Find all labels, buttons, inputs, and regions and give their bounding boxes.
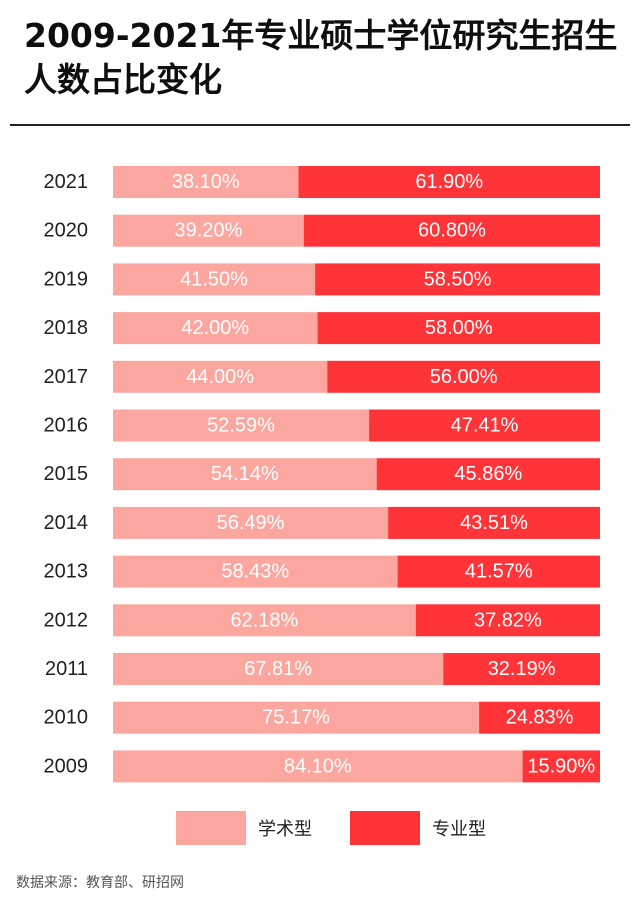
data-label-professional: 58.50% [424, 268, 492, 290]
data-label-academic: 41.50% [180, 268, 248, 290]
data-label-academic: 58.43% [221, 561, 289, 583]
title-divider [10, 124, 630, 126]
data-label-academic: 56.49% [217, 512, 285, 534]
data-label-academic: 39.20% [175, 220, 243, 242]
data-label-professional: 24.83% [506, 707, 574, 729]
data-label-professional: 41.57% [465, 561, 533, 583]
data-label-professional: 32.19% [488, 658, 556, 680]
y-tick-label: 2012 [44, 609, 89, 631]
data-label-professional: 61.90% [415, 171, 483, 193]
y-tick-label: 2019 [44, 268, 89, 290]
legend-swatch-academic [176, 811, 246, 845]
y-tick-label: 2010 [44, 707, 89, 729]
y-tick-label: 2013 [44, 561, 89, 583]
y-tick-label: 2014 [44, 512, 89, 534]
data-label-academic: 52.59% [207, 415, 275, 437]
y-tick-label: 2016 [44, 415, 89, 437]
data-label-professional: 47.41% [451, 415, 519, 437]
data-label-professional: 58.00% [425, 317, 493, 339]
y-tick-label: 2018 [44, 317, 89, 339]
y-tick-label: 2021 [44, 171, 89, 193]
data-label-professional: 56.00% [430, 366, 498, 388]
data-label-professional: 45.86% [454, 463, 522, 485]
legend-item-professional: 专业型 [350, 810, 486, 846]
data-label-academic: 62.18% [230, 609, 298, 631]
data-label-academic: 67.81% [244, 658, 312, 680]
data-label-academic: 75.17% [262, 707, 330, 729]
y-tick-label: 2020 [44, 220, 89, 242]
legend-item-academic: 学术型 [176, 810, 312, 846]
data-label-academic: 54.14% [211, 463, 279, 485]
data-source-note: 数据来源：教育部、研招网 [16, 872, 184, 892]
legend-label-academic: 学术型 [258, 815, 312, 841]
stacked-bar-chart: 2021 38.10% 61.90% 2020 39.20% 60.80% 2019 41.5… [0, 150, 640, 790]
data-label-professional: 15.90% [527, 755, 595, 777]
data-label-professional: 60.80% [418, 220, 486, 242]
y-tick-label: 2009 [44, 755, 89, 777]
y-tick-label: 2011 [45, 658, 88, 680]
data-label-professional: 43.51% [460, 512, 528, 534]
data-label-academic: 42.00% [181, 317, 249, 339]
legend: 学术型 专业型 [0, 810, 640, 850]
legend-label-professional: 专业型 [432, 815, 486, 841]
y-tick-label: 2017 [44, 366, 89, 388]
y-tick-label: 2015 [44, 463, 89, 485]
data-label-academic: 38.10% [172, 171, 240, 193]
data-label-professional: 37.82% [474, 609, 542, 631]
legend-swatch-professional [350, 811, 420, 845]
data-label-academic: 44.00% [186, 366, 254, 388]
data-label-academic: 84.10% [284, 755, 352, 777]
chart-title: 2009-2021年专业硕士学位研究生招生人数占比变化 [24, 14, 624, 102]
